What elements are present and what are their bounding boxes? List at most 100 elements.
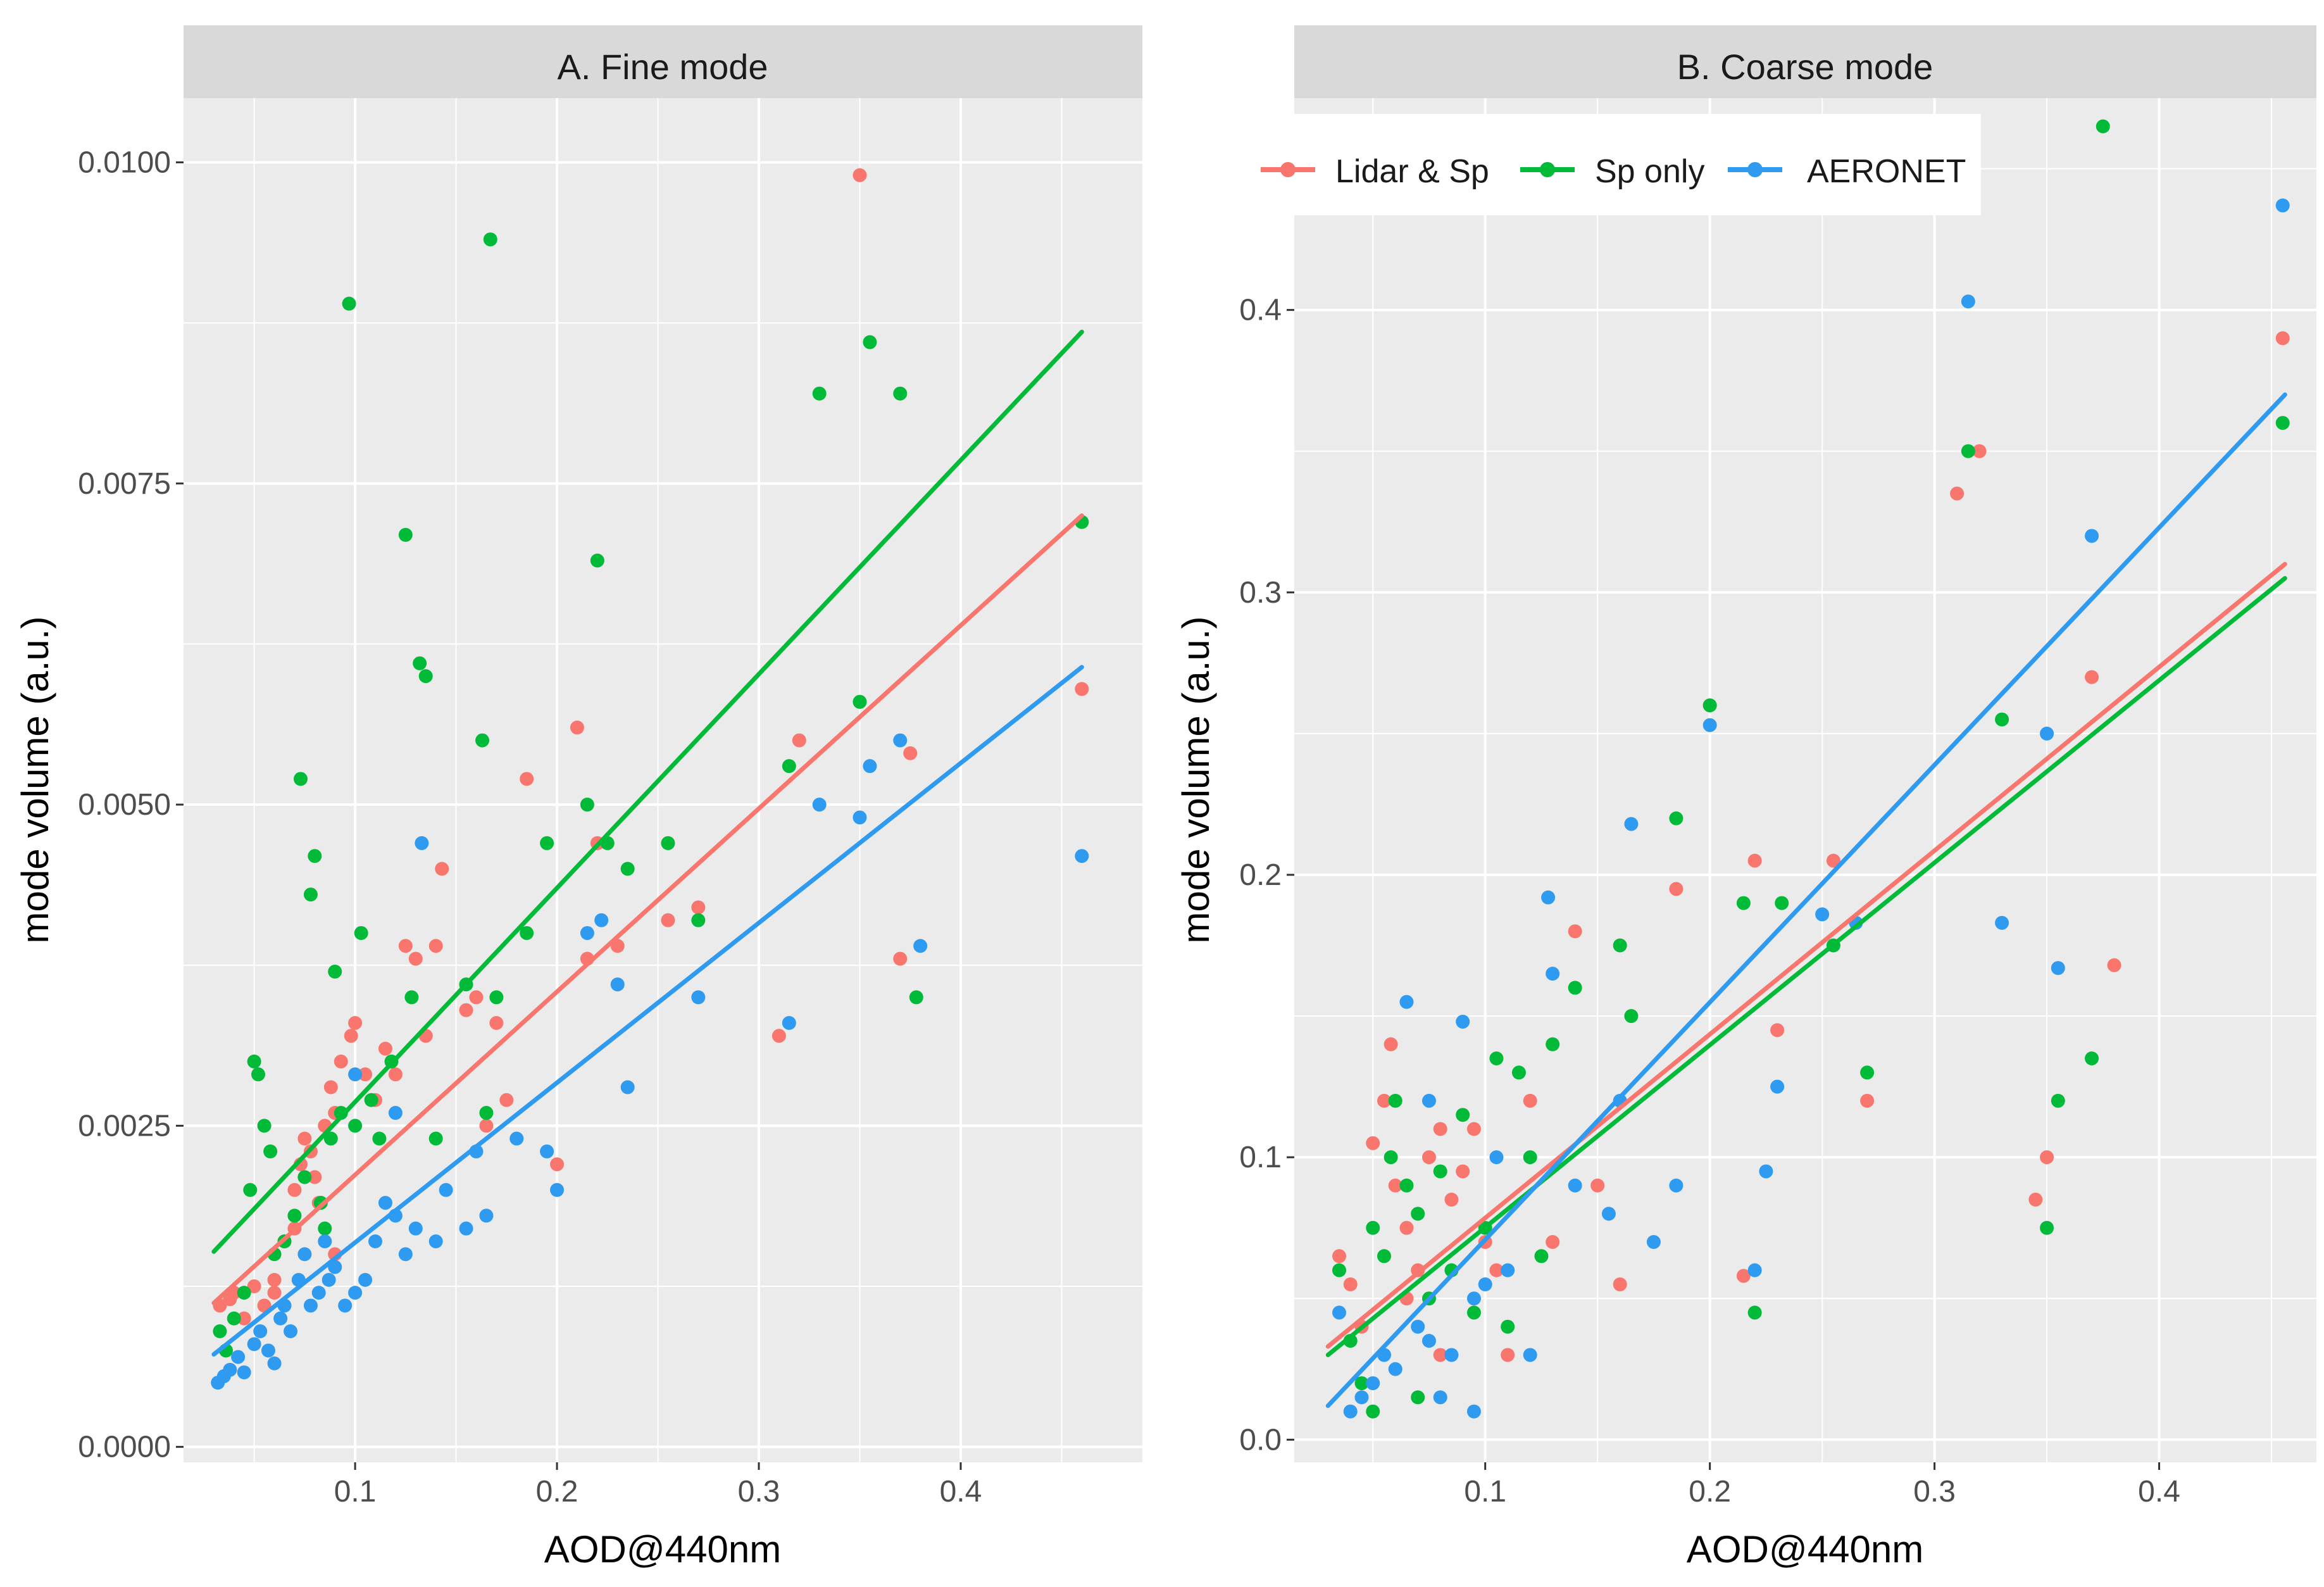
point-aeronet	[1546, 967, 1560, 981]
legend-aeronet-swatch-dot	[1747, 162, 1763, 177]
point-sp	[620, 862, 635, 876]
point-sp	[1775, 896, 1789, 910]
point-aeronet	[318, 1234, 332, 1248]
y-tick-label: 0.0025	[78, 1109, 171, 1143]
point-aeronet	[398, 1247, 413, 1262]
point-lidar	[1444, 1193, 1459, 1207]
point-aeronet	[368, 1234, 382, 1248]
point-sp	[1747, 1305, 1762, 1320]
point-aeronet	[853, 810, 867, 825]
legend-lidar-label: Lidar & Sp	[1335, 153, 1489, 190]
point-aeronet	[1456, 1014, 1470, 1029]
point-aeronet	[1669, 1178, 1684, 1193]
point-lidar	[520, 772, 534, 786]
point-sp	[213, 1324, 227, 1339]
point-lidar	[1860, 1093, 1875, 1108]
y-tick-label: 0.3	[1239, 576, 1282, 610]
x-tick-label: 0.4	[940, 1475, 982, 1509]
point-lidar	[308, 1170, 322, 1184]
point-aeronet	[273, 1311, 288, 1326]
point-aeronet	[415, 836, 429, 850]
point-sp	[1489, 1051, 1504, 1065]
point-sp	[2085, 1051, 2099, 1065]
panel-a-strip	[184, 25, 1142, 98]
panel-b-y-axis-title: mode volume (a.u.)	[1175, 617, 1217, 944]
point-lidar	[1546, 1234, 1560, 1249]
panel-coarse-mode: B. Coarse mode 0.0 0.1 0.2 0.3 0.4 0.1 0.2 0.3…	[1175, 25, 2316, 1571]
point-aeronet	[1433, 1390, 1447, 1405]
x-tick-label: 0.3	[1913, 1475, 1956, 1509]
point-aeronet	[388, 1106, 403, 1120]
legend-item-aeronet: AERONET	[1728, 153, 1966, 190]
point-lidar	[1332, 1249, 1346, 1264]
point-lidar	[1433, 1348, 1447, 1362]
point-aeronet	[812, 798, 827, 812]
fit-line-aeronet	[1325, 392, 2287, 1408]
point-sp	[303, 888, 318, 902]
point-sp	[1736, 896, 1751, 910]
point-aeronet	[322, 1272, 336, 1287]
point-aeronet	[439, 1182, 453, 1197]
point-aeronet	[338, 1298, 353, 1313]
point-lidar	[469, 990, 484, 1005]
y-tick-label: 0.0050	[78, 788, 171, 822]
point-sp	[428, 1131, 443, 1146]
point-sp	[263, 1144, 278, 1158]
point-sp	[1511, 1065, 1526, 1080]
panel-b-grid	[1294, 98, 2316, 1462]
point-aeronet	[913, 939, 928, 953]
point-sp	[328, 964, 342, 979]
point-lidar	[1568, 924, 1582, 939]
point-sp	[893, 386, 908, 401]
point-lidar	[267, 1286, 282, 1300]
point-lidar	[1343, 1277, 1358, 1291]
point-lidar	[1075, 682, 1089, 696]
point-aeronet	[2040, 726, 2054, 741]
point-lidar	[237, 1311, 251, 1326]
point-aeronet	[231, 1350, 246, 1364]
point-lidar	[378, 1041, 392, 1056]
point-aeronet	[223, 1362, 237, 1377]
point-aeronet	[479, 1208, 494, 1223]
point-sp	[1366, 1220, 1380, 1235]
point-sp	[243, 1182, 258, 1197]
point-lidar	[287, 1182, 302, 1197]
point-sp	[1456, 1108, 1470, 1122]
point-lidar	[459, 1003, 473, 1017]
point-aeronet	[594, 913, 609, 927]
point-sp	[1624, 1009, 1639, 1024]
legend-item-lidar: Lidar & Sp	[1261, 153, 1489, 190]
x-tick-label: 0.4	[2138, 1475, 2180, 1509]
x-tick-label: 0.2	[536, 1475, 578, 1509]
point-aeronet	[408, 1221, 423, 1236]
point-sp	[293, 772, 308, 786]
point-lidar	[489, 1016, 504, 1031]
point-aeronet	[348, 1286, 363, 1300]
point-lidar	[1388, 1178, 1403, 1193]
point-sp	[863, 335, 877, 349]
point-sp	[1568, 981, 1582, 995]
point-aeronet	[1624, 817, 1639, 831]
point-aeronet	[311, 1286, 326, 1300]
point-aeronet	[247, 1337, 261, 1352]
point-aeronet	[1747, 1263, 1762, 1277]
panel-a-y-axis-title: mode volume (a.u.)	[14, 617, 56, 944]
point-lidar	[792, 733, 806, 748]
point-sp	[1388, 1093, 1403, 1108]
point-sp	[372, 1131, 387, 1146]
point-sp	[1384, 1150, 1398, 1165]
point-sp	[257, 1119, 272, 1133]
point-sp	[1366, 1404, 1380, 1419]
point-sp	[237, 1286, 251, 1300]
point-sp	[413, 656, 427, 670]
point-lidar	[297, 1131, 312, 1146]
point-lidar	[1489, 1263, 1504, 1277]
x-tick-label: 0.2	[1689, 1475, 1731, 1509]
legend-lidar-swatch-dot	[1280, 162, 1296, 177]
point-aeronet	[2275, 198, 2290, 213]
point-lidar	[1826, 853, 1840, 868]
point-lidar	[388, 1067, 403, 1082]
panel-b-title: B. Coarse mode	[1677, 47, 1934, 87]
fit-line-aeronet	[211, 665, 1084, 1357]
